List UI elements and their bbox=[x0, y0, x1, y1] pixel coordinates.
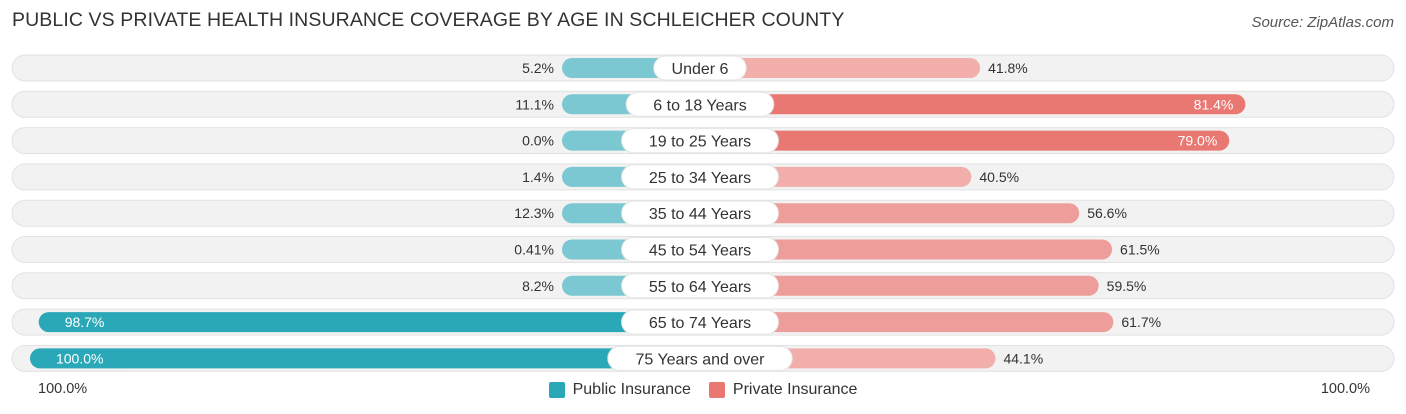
value-label-public-45-to-54-years: 0.41% bbox=[514, 242, 554, 258]
axis-right-label: 100.0% bbox=[1320, 381, 1370, 397]
category-pill-under-6 bbox=[653, 55, 747, 81]
value-label-private-25-to-34-years: 40.5% bbox=[979, 169, 1019, 185]
category-label-75-years-and-over: 75 Years and over bbox=[636, 351, 766, 368]
category-label-6-to-18-years: 6 to 18 Years bbox=[653, 97, 746, 114]
category-pill-25-to-34-years bbox=[621, 164, 779, 190]
value-label-private-55-to-64-years: 59.5% bbox=[1107, 278, 1147, 294]
legend-item-private: Private Insurance bbox=[708, 381, 858, 399]
category-pill-75-years-and-over bbox=[607, 345, 793, 371]
bar-private-under-6 bbox=[700, 58, 981, 78]
bar-private-6-to-18-years bbox=[700, 94, 1246, 115]
category-label-19-to-25-years: 19 to 25 Years bbox=[649, 134, 751, 151]
category-label-35-to-44-years: 35 to 44 Years bbox=[649, 206, 751, 223]
value-label-private-19-to-25-years: 79.0% bbox=[1178, 133, 1218, 149]
legend-label-private: Private Insurance bbox=[732, 381, 858, 398]
category-label-under-6: Under 6 bbox=[672, 61, 729, 78]
value-label-private-6-to-18-years: 81.4% bbox=[1194, 96, 1234, 112]
category-pill-35-to-44-years bbox=[621, 200, 779, 226]
value-label-public-75-years-and-over: 100.0% bbox=[56, 350, 103, 366]
source-credit: Source: ZipAtlas.com bbox=[1251, 14, 1394, 31]
category-label-65-to-74-years: 65 to 74 Years bbox=[649, 315, 751, 332]
axis-left-label: 100.0% bbox=[38, 381, 88, 397]
bar-private-45-to-54-years bbox=[700, 239, 1113, 260]
value-label-public-65-to-74-years: 98.7% bbox=[65, 314, 105, 330]
category-pill-19-to-25-years bbox=[621, 128, 779, 154]
bar-private-65-to-74-years bbox=[700, 312, 1114, 333]
legend-swatch-public bbox=[548, 382, 565, 398]
bar-private-35-to-44-years bbox=[700, 203, 1080, 224]
bar-private-19-to-25-years bbox=[700, 130, 1230, 151]
category-label-55-to-64-years: 55 to 64 Years bbox=[649, 279, 751, 296]
legend-label-public: Public Insurance bbox=[572, 381, 691, 398]
value-label-private-75-years-and-over: 44.1% bbox=[1003, 350, 1043, 366]
category-pill-65-to-74-years bbox=[621, 309, 779, 335]
legend-swatch-private bbox=[708, 382, 725, 398]
value-label-public-19-to-25-years: 0.0% bbox=[522, 133, 554, 149]
category-pill-6-to-18-years bbox=[625, 91, 775, 117]
value-label-private-65-to-74-years: 61.7% bbox=[1121, 314, 1161, 330]
value-label-private-under-6: 41.8% bbox=[988, 60, 1028, 76]
value-label-public-under-6: 5.2% bbox=[522, 60, 554, 76]
value-label-public-6-to-18-years: 11.1% bbox=[515, 96, 554, 112]
category-label-25-to-34-years: 25 to 34 Years bbox=[649, 170, 751, 187]
value-label-public-25-to-34-years: 1.4% bbox=[522, 169, 554, 185]
bar-public-65-to-74-years bbox=[38, 312, 700, 333]
value-label-private-45-to-54-years: 61.5% bbox=[1120, 242, 1160, 258]
legend: Public Insurance Private Insurance bbox=[0, 379, 1406, 401]
category-label-45-to-54-years: 45 to 54 Years bbox=[649, 243, 751, 260]
legend-item-public: Public Insurance bbox=[548, 381, 691, 399]
chart-title: PUBLIC VS PRIVATE HEALTH INSURANCE COVER… bbox=[12, 9, 845, 31]
category-pill-55-to-64-years bbox=[621, 273, 779, 299]
category-pill-45-to-54-years bbox=[621, 237, 779, 262]
bar-private-55-to-64-years bbox=[700, 275, 1099, 296]
bar-public-75-years-and-over bbox=[29, 348, 701, 369]
value-label-public-55-to-64-years: 8.2% bbox=[522, 278, 554, 294]
value-label-private-35-to-44-years: 56.6% bbox=[1087, 205, 1127, 221]
value-label-public-35-to-44-years: 12.3% bbox=[514, 205, 554, 221]
